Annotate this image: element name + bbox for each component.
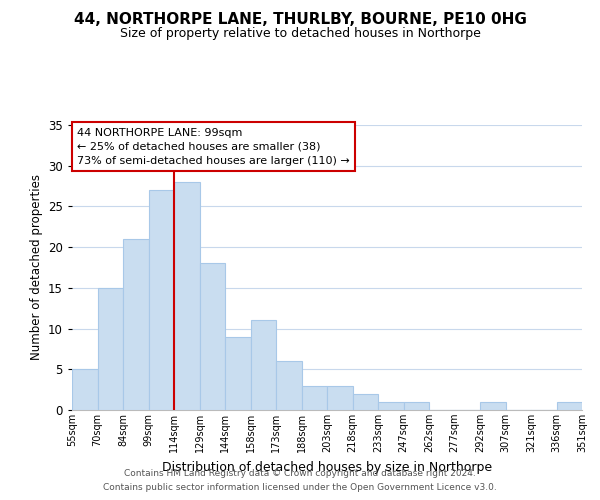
Text: 44 NORTHORPE LANE: 99sqm
← 25% of detached houses are smaller (38)
73% of semi-d: 44 NORTHORPE LANE: 99sqm ← 25% of detach… [77, 128, 350, 166]
Bar [480, 402, 505, 410]
Bar [251, 320, 276, 410]
X-axis label: Distribution of detached houses by size in Northorpe: Distribution of detached houses by size … [162, 460, 492, 473]
Bar [97, 288, 123, 410]
Bar [123, 239, 149, 410]
Bar [225, 336, 251, 410]
Bar [557, 402, 582, 410]
Bar [327, 386, 353, 410]
Bar [353, 394, 378, 410]
Bar [276, 361, 302, 410]
Y-axis label: Number of detached properties: Number of detached properties [29, 174, 43, 360]
Bar [199, 264, 225, 410]
Text: 44, NORTHORPE LANE, THURLBY, BOURNE, PE10 0HG: 44, NORTHORPE LANE, THURLBY, BOURNE, PE1… [74, 12, 526, 28]
Text: Size of property relative to detached houses in Northorpe: Size of property relative to detached ho… [119, 28, 481, 40]
Text: Contains public sector information licensed under the Open Government Licence v3: Contains public sector information licen… [103, 484, 497, 492]
Bar [378, 402, 404, 410]
Text: Contains HM Land Registry data © Crown copyright and database right 2024.: Contains HM Land Registry data © Crown c… [124, 468, 476, 477]
Bar [174, 182, 199, 410]
Bar [404, 402, 429, 410]
Bar [149, 190, 174, 410]
Bar [72, 370, 97, 410]
Bar [302, 386, 327, 410]
